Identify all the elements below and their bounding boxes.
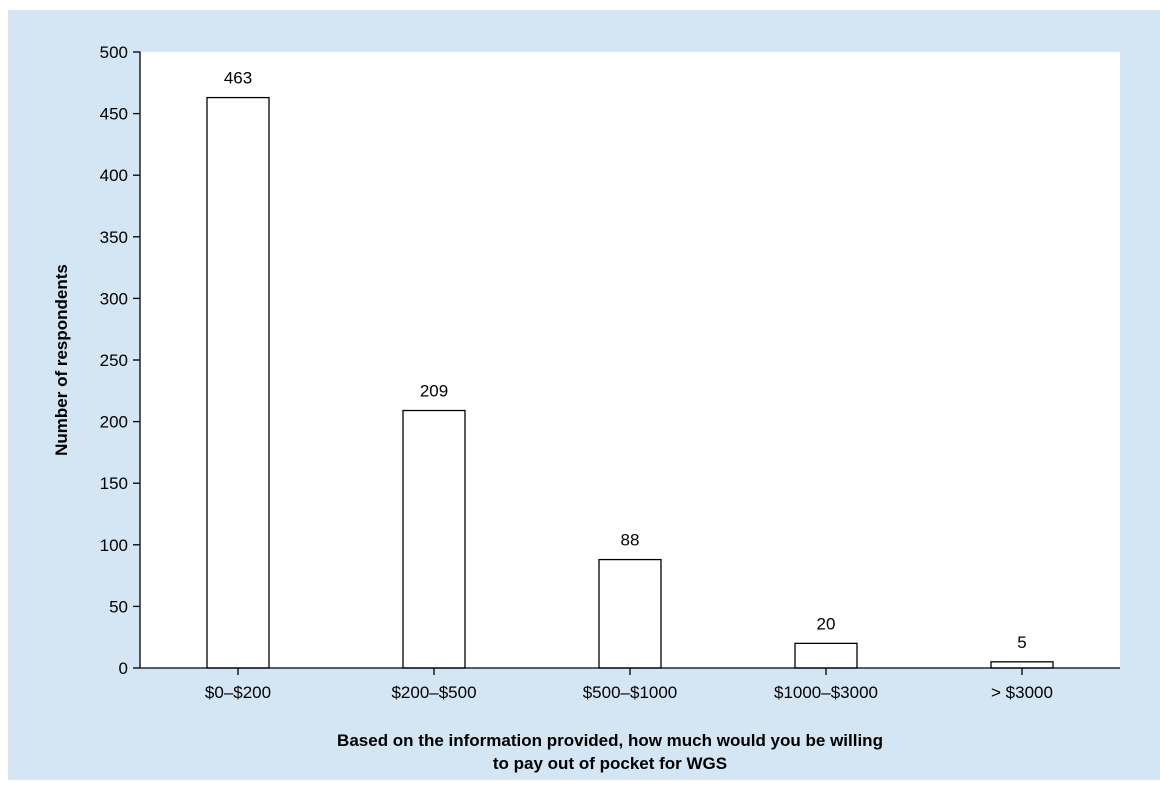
bar bbox=[990, 661, 1054, 669]
y-tick-label: 500 bbox=[100, 43, 128, 62]
bar bbox=[402, 409, 466, 669]
x-tick-label: $200–$500 bbox=[391, 683, 476, 702]
y-tick-label: 300 bbox=[100, 289, 128, 308]
y-tick-label: 50 bbox=[109, 597, 128, 616]
y-tick-label: 100 bbox=[100, 536, 128, 555]
bar-value-label: 463 bbox=[224, 69, 252, 88]
y-tick-label: 250 bbox=[100, 351, 128, 370]
y-tick-label: 200 bbox=[100, 413, 128, 432]
bar bbox=[794, 642, 858, 669]
y-axis-ticks: 0 50 100 150 200 250 300 350 400 450 500 bbox=[100, 43, 140, 678]
bar-value-label: 5 bbox=[1017, 633, 1026, 652]
bar-value-label: 209 bbox=[420, 382, 448, 401]
bar bbox=[598, 558, 662, 669]
y-tick-label: 450 bbox=[100, 105, 128, 124]
bar-value-label: 20 bbox=[817, 614, 836, 633]
x-tick-label: > $3000 bbox=[991, 683, 1053, 702]
y-tick-label: 400 bbox=[100, 166, 128, 185]
y-axis-title: Number of respondents bbox=[52, 264, 71, 456]
x-axis-ticks: $0–$200 $200–$500 $500–$1000 $1000–$3000 > $… bbox=[205, 668, 1053, 702]
y-tick-label: 150 bbox=[100, 474, 128, 493]
x-tick-label: $1000–$3000 bbox=[774, 683, 878, 702]
x-tick-label: $0–$200 bbox=[205, 683, 271, 702]
bar-chart: 0 50 100 150 200 250 300 350 400 450 500 $0–$200 $2… bbox=[52, 43, 1120, 773]
x-axis-title-line-1: Based on the information provided, how m… bbox=[337, 731, 883, 750]
y-tick-label: 0 bbox=[119, 659, 128, 678]
bar bbox=[206, 96, 270, 669]
y-tick-label: 350 bbox=[100, 228, 128, 247]
bar-value-label: 88 bbox=[621, 531, 640, 550]
chart-figure: 0 50 100 150 200 250 300 350 400 450 500 $0–$200 $2… bbox=[8, 10, 1160, 780]
x-axis-title-line-2: to pay out of pocket for WGS bbox=[493, 754, 727, 773]
x-tick-label: $500–$1000 bbox=[583, 683, 678, 702]
bars: 463 209 88 20 5 bbox=[206, 69, 1054, 669]
